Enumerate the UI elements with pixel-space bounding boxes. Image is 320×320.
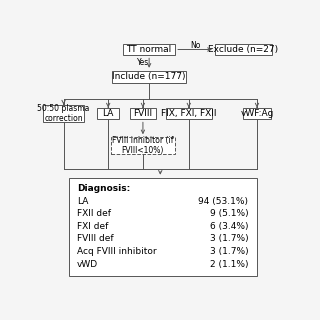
Bar [123,44,175,55]
Text: FXI def: FXI def [77,222,108,231]
Text: 6 (3.4%): 6 (3.4%) [210,222,248,231]
Text: Exclude (n=27): Exclude (n=27) [208,45,278,54]
Text: vWD: vWD [77,260,98,268]
Text: 2 (1.1%): 2 (1.1%) [210,260,248,268]
Bar [97,108,119,119]
Bar [111,137,175,154]
Text: FVIII def: FVIII def [77,235,114,244]
Text: TT normal: TT normal [126,45,172,54]
Text: 94 (53.1%): 94 (53.1%) [198,197,248,206]
Bar [215,44,272,55]
Text: Yes: Yes [137,58,149,67]
Bar [243,108,271,119]
Text: 3 (1.7%): 3 (1.7%) [210,235,248,244]
Bar [112,71,186,83]
Text: LA: LA [102,109,114,118]
Bar [68,178,257,276]
Text: FVIII: FVIII [133,109,153,118]
Text: No: No [190,41,200,50]
Text: Include (n=177): Include (n=177) [112,72,186,81]
Text: FIX, FXI, FXII: FIX, FXI, FXII [161,109,217,118]
Text: 3 (1.7%): 3 (1.7%) [210,247,248,256]
Text: Diagnosis:: Diagnosis: [77,184,131,193]
Text: 9 (5.1%): 9 (5.1%) [210,209,248,218]
Text: LA: LA [77,197,89,206]
Text: FVIII inhibitor (if
FVIII<10%): FVIII inhibitor (if FVIII<10%) [112,136,174,155]
Text: vWF:Ag: vWF:Ag [240,109,274,118]
Bar [43,105,84,123]
Bar [166,108,212,119]
Bar [130,108,156,119]
Text: Acq FVIII inhibitor: Acq FVIII inhibitor [77,247,157,256]
Text: FXII def: FXII def [77,209,111,218]
Text: 50:50 plasma
correction: 50:50 plasma correction [37,104,90,123]
